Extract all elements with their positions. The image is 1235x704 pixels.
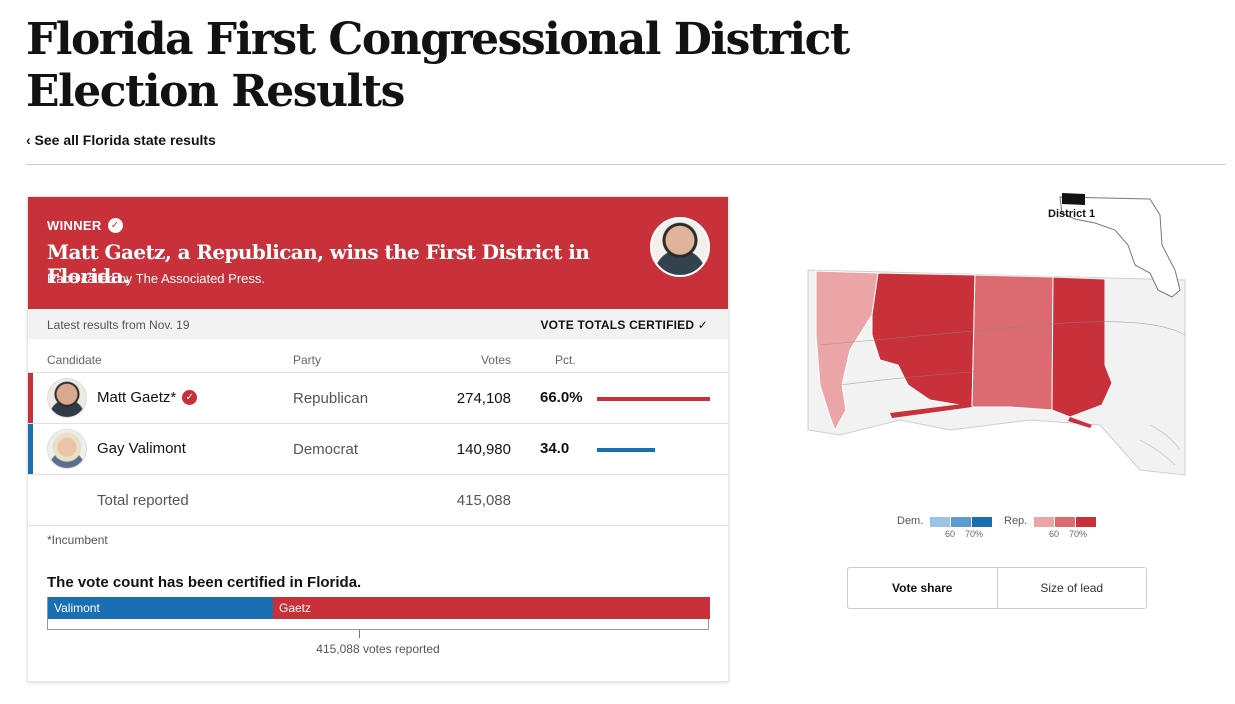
- district-map[interactable]: [780, 185, 1200, 485]
- vote-share-button[interactable]: Vote share: [848, 568, 998, 608]
- barrier-island-east: [1068, 417, 1092, 428]
- candidate-party: Republican: [293, 390, 369, 407]
- road: [839, 369, 1001, 386]
- candidate-name: Gay Valimont: [97, 440, 186, 457]
- pct-bar: [597, 397, 710, 401]
- map-legend: Dem. 60 70% Rep. 60 70%: [895, 514, 1115, 544]
- race-called-text: Race called by The Associated Press.: [47, 271, 265, 286]
- table-row: Gay Valimont Democrat 140,980 34.0: [28, 424, 728, 475]
- table-header: Candidate Party Votes Pct.: [28, 339, 728, 373]
- header-votes: Votes: [480, 353, 511, 367]
- barrier-island: [890, 403, 972, 418]
- candidate-name-text: Matt Gaetz*: [97, 389, 177, 406]
- legend-dem-swatch: [930, 517, 950, 527]
- candidate-pct: 34.0: [540, 440, 570, 457]
- vote-share-bar: Valimont Gaetz: [47, 597, 710, 630]
- back-to-state-results-link[interactable]: ‹ See all Florida state results: [26, 132, 216, 148]
- legend-rep-swatch: [1034, 517, 1054, 527]
- header-pct: Pct.: [555, 353, 576, 367]
- certified-note: The vote count has been certified in Flo…: [47, 574, 362, 591]
- candidate-votes: 274,108: [456, 390, 511, 407]
- incumbent-footnote: *Incumbent: [47, 533, 108, 547]
- legend-tick: 70%: [965, 529, 984, 539]
- candidate-name: Matt Gaetz* ✓: [97, 389, 198, 406]
- legend-dem-swatch: [972, 517, 992, 527]
- legend-rep-swatch: [1055, 517, 1075, 527]
- legend-tick: 60: [1049, 529, 1060, 539]
- winner-check-icon: ✓: [182, 390, 198, 405]
- district-1-inset: [1062, 193, 1085, 205]
- status-bar: Latest results from Nov. 19 VOTE TOTALS …: [28, 309, 728, 339]
- candidate-pct: 66.0%: [540, 389, 583, 406]
- majority-midline: [359, 630, 360, 638]
- legend-dem-label: Dem.: [897, 515, 924, 527]
- avatar: [47, 378, 87, 418]
- table-row: Matt Gaetz* ✓ Republican 274,108 66.0%: [28, 373, 728, 424]
- candidate-party: Democrat: [293, 441, 359, 458]
- candidate-votes: 140,980: [456, 441, 511, 458]
- results-card: WINNER ✓ Matt Gaetz, a Republican, wins …: [27, 196, 729, 682]
- total-label: Total reported: [97, 492, 189, 509]
- party-stripe-democrat: [28, 424, 33, 474]
- road: [819, 321, 1186, 346]
- legend-rep-swatch: [1076, 517, 1096, 527]
- winner-photo: [650, 217, 710, 277]
- latest-results-text: Latest results from Nov. 19: [47, 318, 190, 332]
- county-okaloosa: [971, 274, 1054, 411]
- county-walton: [1051, 276, 1113, 418]
- winner-label-text: WINNER: [47, 218, 102, 233]
- header-candidate: Candidate: [47, 353, 102, 367]
- legend-dem-swatch: [951, 517, 971, 527]
- certified-badge: VOTE TOTALS CERTIFIED ✓: [540, 318, 708, 332]
- page-title: Florida First Congressional District Ele…: [26, 14, 850, 117]
- total-row: Total reported 415,088: [28, 475, 728, 526]
- pct-bar: [597, 448, 655, 452]
- candidate-name-text: Gay Valimont: [97, 440, 186, 457]
- party-stripe-republican: [28, 373, 33, 423]
- winner-banner: WINNER ✓ Matt Gaetz, a Republican, wins …: [28, 197, 728, 309]
- check-icon: ✓: [107, 218, 123, 233]
- legend-tick: 70%: [1069, 529, 1088, 539]
- total-votes: 415,088: [456, 492, 511, 509]
- legend-tick: 60: [945, 529, 956, 539]
- winner-headline: Matt Gaetz, a Republican, wins the First…: [47, 240, 590, 288]
- coastline-detail: [1139, 424, 1181, 466]
- avatar: [47, 429, 87, 469]
- size-of-lead-button[interactable]: Size of lead: [1040, 581, 1104, 595]
- winner-label: WINNER ✓: [47, 218, 123, 233]
- header-party: Party: [293, 353, 322, 367]
- votes-reported: 415,088 votes reported: [316, 642, 440, 656]
- florida-inset-outline: [1059, 196, 1181, 298]
- district-1-label: District 1: [1048, 208, 1096, 220]
- vote-seg-valimont: Valimont: [48, 597, 273, 619]
- map-mode-toggle: Vote share Size of lead: [847, 567, 1147, 609]
- vote-seg-gaetz: Gaetz: [273, 597, 710, 619]
- divider: [26, 164, 1226, 165]
- legend-rep-label: Rep.: [1004, 515, 1028, 527]
